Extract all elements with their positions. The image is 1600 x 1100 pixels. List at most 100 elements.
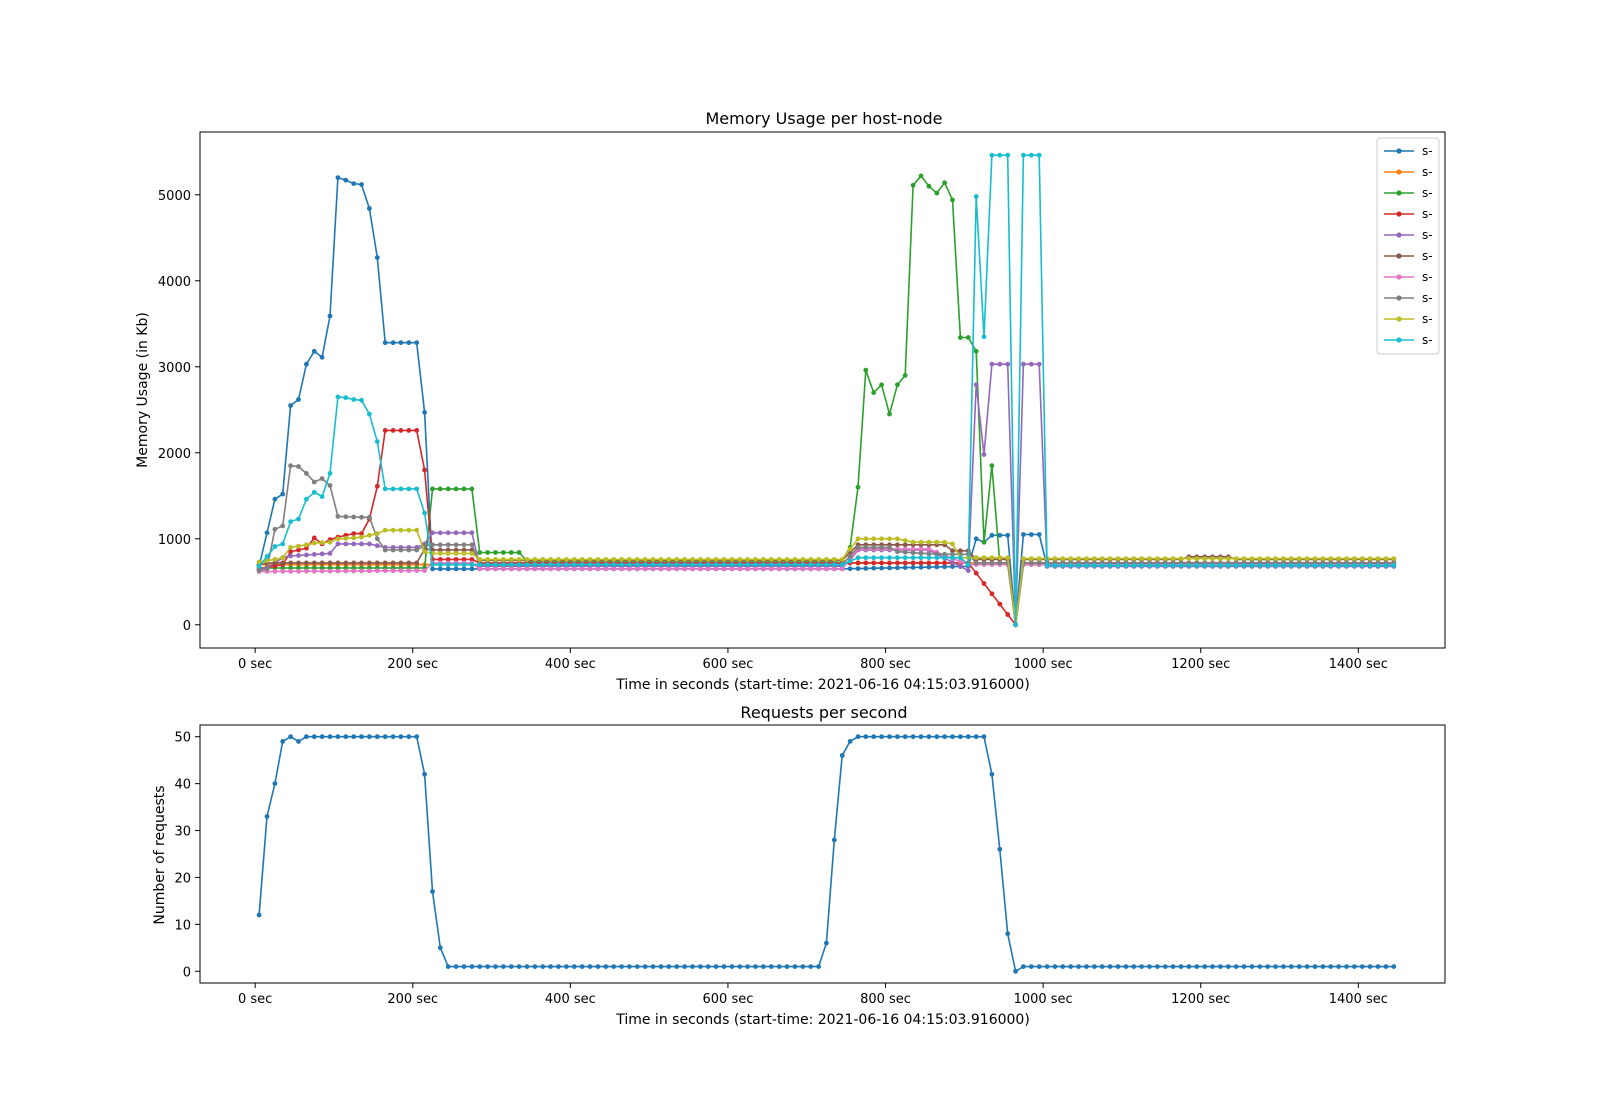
data-point <box>548 566 553 572</box>
data-point <box>910 550 916 556</box>
data-point <box>1139 556 1144 561</box>
data-point <box>958 335 963 340</box>
data-point <box>1273 563 1278 568</box>
data-point <box>902 549 908 555</box>
data-point <box>816 566 821 572</box>
data-point <box>264 566 270 572</box>
data-point <box>335 175 341 181</box>
data-point <box>997 555 1003 561</box>
data-point <box>430 486 435 492</box>
data-point <box>327 551 333 556</box>
data-point <box>469 530 475 536</box>
legend-frame <box>1376 137 1440 355</box>
data-point <box>855 484 861 490</box>
data-point <box>1288 563 1294 568</box>
data-point <box>445 557 451 562</box>
data-point <box>477 550 483 555</box>
data-point <box>619 566 624 572</box>
data-point <box>311 540 317 546</box>
data-point <box>839 562 845 567</box>
data-point <box>902 555 908 561</box>
data-point <box>296 543 301 549</box>
legend-swatch-marker <box>1396 253 1402 259</box>
data-point <box>942 555 947 561</box>
data-point <box>1115 563 1121 568</box>
data-point <box>288 545 293 550</box>
data-point <box>422 549 427 555</box>
data-point <box>950 548 955 554</box>
data-point <box>721 557 727 562</box>
data-point <box>1060 964 1066 969</box>
data-point <box>1155 556 1160 561</box>
data-point <box>871 555 877 561</box>
data-point <box>902 734 908 740</box>
data-point <box>564 566 569 572</box>
data-point <box>1359 964 1365 969</box>
data-point <box>343 514 349 520</box>
data-point <box>461 566 467 572</box>
data-point <box>540 562 546 567</box>
data-point <box>926 564 932 570</box>
data-point <box>1036 556 1042 561</box>
data-point <box>705 557 711 562</box>
data-point <box>311 348 317 354</box>
series-layer <box>256 152 1397 628</box>
data-point <box>296 568 301 574</box>
data-point <box>414 428 420 433</box>
data-point <box>461 486 467 492</box>
data-point <box>729 964 735 969</box>
data-point <box>343 568 349 574</box>
data-point <box>950 564 955 569</box>
data-point <box>1028 964 1034 969</box>
data-point <box>343 536 349 541</box>
data-point <box>642 557 648 562</box>
data-point <box>516 557 522 562</box>
data-point <box>493 566 498 572</box>
data-point <box>556 557 561 562</box>
data-point <box>571 557 577 562</box>
data-point <box>1225 964 1231 969</box>
data-point <box>816 964 821 969</box>
data-point <box>1005 555 1011 561</box>
data-point <box>839 566 845 572</box>
data-point <box>863 555 869 561</box>
data-point <box>1359 556 1365 561</box>
data-point <box>1233 964 1239 969</box>
legend-swatch-marker <box>1396 190 1402 196</box>
data-point <box>296 739 301 744</box>
memory-usage-chart: Memory Usage per host-node 0 sec 200 sec 4… <box>135 109 1446 693</box>
data-point <box>469 562 475 567</box>
data-point <box>666 566 672 572</box>
data-point <box>1241 563 1247 568</box>
data-point <box>863 367 869 373</box>
data-point <box>461 557 467 562</box>
data-point <box>351 734 357 740</box>
series-9 <box>256 527 1397 628</box>
data-point <box>642 566 648 572</box>
data-point <box>713 964 719 969</box>
data-point <box>406 560 412 566</box>
data-point <box>698 557 703 562</box>
data-point <box>453 530 459 536</box>
data-point <box>398 486 404 492</box>
data-point <box>469 964 475 969</box>
data-point <box>1028 361 1034 367</box>
data-point <box>792 557 798 562</box>
data-point <box>1005 152 1011 158</box>
data-point <box>304 496 309 502</box>
data-point <box>556 566 561 572</box>
data-point <box>958 559 963 564</box>
data-point <box>634 964 640 969</box>
data-point <box>831 566 837 572</box>
data-point <box>437 486 443 492</box>
data-point <box>532 557 538 562</box>
data-point <box>650 562 656 567</box>
data-point <box>682 557 687 562</box>
data-point <box>382 527 388 533</box>
data-point <box>1336 556 1341 561</box>
data-point <box>753 557 758 562</box>
data-point <box>745 557 750 562</box>
data-point <box>1241 556 1247 561</box>
data-point <box>414 568 420 573</box>
data-point <box>611 566 617 572</box>
